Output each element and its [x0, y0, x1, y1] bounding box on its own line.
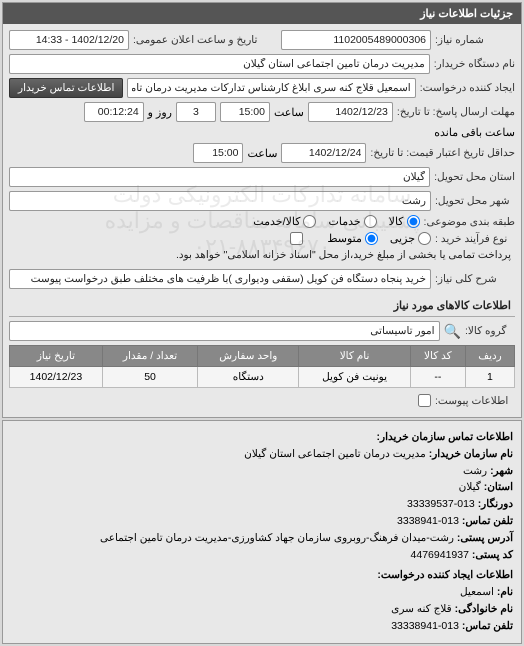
- goods-section-title: اطلاعات کالاهای مورد نیاز: [9, 293, 515, 317]
- deadline2-date-field: [281, 143, 366, 163]
- fax-label: دورنگار:: [478, 498, 513, 510]
- col-unit: واحد سفارش: [198, 346, 299, 367]
- city-field: [9, 191, 431, 211]
- cell-qty: 50: [102, 367, 197, 388]
- attach-checkbox[interactable]: [418, 394, 431, 407]
- addr-value: رشت-میدان فرهنگ-روبروی سازمان جهاد کشاور…: [100, 532, 454, 544]
- deadline1-label: مهلت ارسال پاسخ: تا تاریخ:: [397, 106, 515, 118]
- col-date: تاریخ نیاز: [10, 346, 103, 367]
- addr-label: آدرس پستی:: [457, 532, 513, 544]
- radio-kala[interactable]: کالا: [389, 215, 420, 228]
- phone2-value: 013-33338941: [391, 620, 459, 632]
- radio-khadamat[interactable]: خدمات: [328, 215, 376, 228]
- buy-type-label: نوع فرآیند خرید :: [435, 233, 515, 245]
- attach-label: اطلاعات پیوست:: [435, 395, 515, 407]
- group-field[interactable]: [9, 321, 440, 341]
- radio-kala-khadamat[interactable]: کالا/خدمت: [253, 215, 316, 228]
- name-value: اسمعیل: [460, 586, 494, 598]
- req-creator-title: اطلاعات ایجاد کننده درخواست:: [377, 569, 513, 581]
- announce-label: تاریخ و ساعت اعلان عمومی:: [133, 34, 257, 46]
- time-label-1: ساعت: [274, 106, 304, 119]
- org-value: مدیریت درمان تامین اجتماعی استان گیلان: [244, 448, 426, 460]
- treasury-checkbox[interactable]: [290, 232, 303, 245]
- desc-field: [9, 269, 431, 289]
- deadline1-time-field: [220, 102, 270, 122]
- deadline2-time-field: [193, 143, 243, 163]
- group-label: گروه کالا:: [465, 325, 515, 337]
- radio-motevasset-input[interactable]: [365, 232, 378, 245]
- radio-khadamat-input[interactable]: [364, 215, 377, 228]
- contact-title: اطلاعات تماس سازمان خریدار:: [377, 431, 513, 443]
- remain-time-field: [84, 102, 144, 122]
- name-label: نام:: [497, 586, 513, 598]
- remain-label: ساعت باقی مانده: [434, 126, 515, 139]
- cell-date: 1402/12/23: [10, 367, 103, 388]
- phone2-label: تلفن تماس:: [462, 620, 513, 632]
- req-no-label: شماره نیاز:: [435, 34, 515, 46]
- requester-field: [127, 78, 415, 98]
- cell-code: --: [410, 367, 465, 388]
- phone-value: 013-3338941: [397, 515, 459, 527]
- radio-jozi-input[interactable]: [418, 232, 431, 245]
- radio-kala-input[interactable]: [407, 215, 420, 228]
- deadline2-label: حداقل تاریخ اعتبار قیمت: تا تاریخ:: [370, 147, 515, 159]
- lname-label: نام خانوادگی:: [455, 603, 513, 615]
- day-label: روز و: [148, 106, 172, 119]
- buyer-contact-block: اطلاعات تماس سازمان خریدار: نام سازمان خ…: [2, 420, 522, 644]
- province-field: [9, 167, 430, 187]
- buyer-label: نام دستگاه خریدار:: [434, 58, 515, 70]
- phone-label: تلفن تماس:: [462, 515, 513, 527]
- col-name: نام کالا: [299, 346, 410, 367]
- treasury-checkbox-input[interactable]: [290, 232, 303, 245]
- c-province-label: استان:: [484, 481, 513, 493]
- radio-jozi[interactable]: جزیی: [390, 232, 431, 245]
- time-label-2: ساعت: [247, 147, 277, 160]
- goods-table: ردیف کد کالا نام کالا واحد سفارش تعداد /…: [9, 345, 515, 388]
- lname-value: قلاج کنه سری: [391, 603, 452, 615]
- post-label: کد پستی:: [472, 549, 513, 561]
- packaging-label: طبقه بندی موضوعی:: [424, 216, 515, 228]
- cell-unit: دستگاه: [198, 367, 299, 388]
- c-city-label: شهر:: [490, 465, 513, 477]
- radio-motevasset[interactable]: متوسط: [327, 232, 378, 245]
- cell-rownum: 1: [465, 367, 514, 388]
- org-label: نام سازمان خریدار:: [429, 448, 513, 460]
- search-icon[interactable]: 🔍: [444, 323, 461, 340]
- col-qty: تعداد / مقدار: [102, 346, 197, 367]
- radio-kala-khadamat-input[interactable]: [303, 215, 316, 228]
- announce-field: [9, 30, 129, 50]
- days-left-field: [176, 102, 216, 122]
- buyer-field: [9, 54, 430, 74]
- post-value: 4476941937: [411, 549, 469, 561]
- contact-buyer-button[interactable]: اطلاعات تماس خریدار: [9, 78, 123, 98]
- province-label: استان محل تحویل:: [434, 171, 515, 183]
- panel-title: جزئیات اطلاعات نیاز: [3, 3, 521, 24]
- req-no-field: [281, 30, 431, 50]
- deadline1-date-field: [308, 102, 393, 122]
- requester-label: ایجاد کننده درخواست:: [420, 82, 515, 94]
- c-province-value: گیلان: [459, 481, 481, 493]
- col-row: ردیف: [465, 346, 514, 367]
- col-code: کد کالا: [410, 346, 465, 367]
- city-label: شهر محل تحویل:: [435, 195, 515, 207]
- treasury-note: پرداخت تمامی یا بخشی از مبلغ خرید،از محل…: [176, 249, 515, 261]
- cell-name: یونیت فن کویل: [299, 367, 410, 388]
- need-details-panel: جزئیات اطلاعات نیاز شماره نیاز: تاریخ و …: [2, 2, 522, 418]
- table-header-row: ردیف کد کالا نام کالا واحد سفارش تعداد /…: [10, 346, 515, 367]
- c-city-value: رشت: [463, 465, 487, 477]
- fax-value: 013-33339537: [407, 498, 475, 510]
- table-row: 1 -- یونیت فن کویل دستگاه 50 1402/12/23: [10, 367, 515, 388]
- desc-label: شرح کلی نیاز:: [435, 273, 515, 285]
